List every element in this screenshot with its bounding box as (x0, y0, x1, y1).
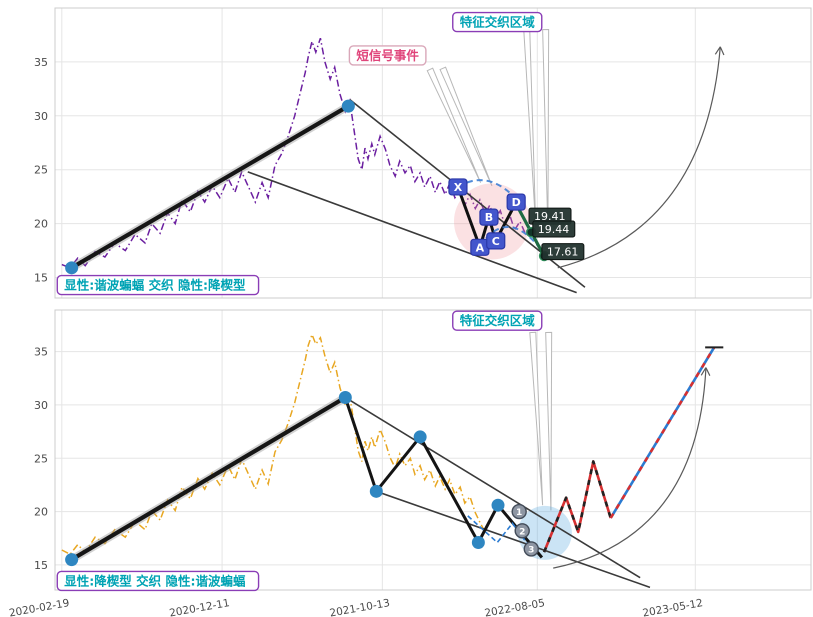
annotation-label-text: 显性:降楔型 交织 隐性:谐波蝙蝠 (64, 573, 246, 588)
annotation-label-box (56, 274, 260, 296)
annotation-label-box (452, 11, 543, 33)
annotation-label-text: 短信号事件 (356, 48, 419, 63)
anchor-dot[interactable] (413, 430, 427, 444)
annotation-needle (545, 331, 553, 511)
signal-path (514, 203, 546, 257)
anchor-dot[interactable] (369, 484, 383, 498)
y-tick-label: 30 (34, 399, 48, 412)
price-tag-label: 19.41 (534, 210, 566, 223)
pattern-letter-box[interactable] (448, 178, 468, 196)
annotation-needle (439, 66, 493, 187)
wedge-line (344, 396, 641, 579)
y-tick-label: 35 (34, 56, 48, 69)
anchor-dot[interactable] (341, 99, 355, 113)
wave-number-circle[interactable] (514, 523, 530, 539)
pattern-letter-label: C (492, 235, 500, 248)
wave-number-label: 1 (516, 508, 522, 518)
anchor-dot[interactable] (491, 498, 505, 512)
anchor-dot[interactable] (471, 536, 485, 550)
projection-arrowhead (705, 367, 711, 376)
trendline (69, 103, 351, 270)
wave-number-label: 3 (528, 545, 534, 555)
projection-arrowhead (700, 367, 707, 376)
annotation-label-text: 特征交织区域 (460, 313, 536, 328)
annotation-label-box (56, 570, 260, 592)
y-tick-label: 20 (34, 506, 48, 519)
wedge-line (247, 171, 577, 294)
wave-number-circle[interactable] (523, 541, 539, 557)
y-tick-label: 30 (34, 110, 48, 123)
event-label-box (348, 45, 427, 66)
x-tick-label: 2023-05-12 (642, 597, 704, 617)
pattern-letter-box[interactable] (479, 208, 499, 226)
projection-arrow (553, 367, 707, 569)
anchor-dot[interactable] (338, 390, 352, 404)
wedge-line (376, 490, 651, 589)
projection-zigzag (467, 515, 537, 556)
plot-border (54, 7, 812, 299)
top-chart-panel: 15 20 25 30 35 X A B C D 19.41 19.44 17.61 特征交织区域短信号事… (0, 0, 813, 305)
projection-arrowhead (719, 46, 725, 56)
pattern-letter-box[interactable] (506, 193, 526, 211)
pattern-letter-box[interactable] (486, 232, 506, 250)
annotation-label-text: 特征交织区域 (460, 15, 536, 30)
pattern-letter-label: X (454, 181, 463, 194)
projection-arrowhead (714, 46, 721, 55)
annotation-label-box (452, 310, 543, 331)
x-tick-label: 2021-10-13 (329, 597, 391, 617)
x-tick-label: 2020-12-11 (168, 597, 230, 617)
anchor-dot[interactable] (65, 553, 79, 567)
annotation-label-text: 显性:谐波蝙蝠 交织 隐性:降楔型 (64, 278, 246, 293)
y-tick-label: 15 (34, 559, 48, 572)
y-tick-label: 15 (34, 272, 48, 285)
impulse-path (542, 460, 612, 553)
annotation-needle (529, 331, 544, 506)
anchor-dot[interactable] (65, 261, 79, 275)
price-tag-box (532, 220, 576, 238)
zigzag-line (343, 397, 544, 559)
projection-arrow (557, 46, 721, 269)
pattern-letter-label: B (485, 211, 493, 224)
bottom-chart-panel: 15 20 25 30 35 1 2 3 特征交织区域显性:降楔型 交织 隐性:谐波蝙蝠 2020… (0, 305, 813, 617)
annotation-needle (426, 67, 482, 183)
price-line (61, 37, 531, 269)
y-tick-label: 25 (34, 452, 48, 465)
wave-number-label: 2 (519, 527, 525, 537)
price-tag-box (541, 243, 585, 261)
trendline (69, 395, 348, 562)
x-tick-label: 2020-02-19 (8, 597, 70, 617)
x-tick-label: 2022-08-05 (484, 597, 546, 617)
pattern-letter-label: D (512, 196, 521, 209)
price-tag-label: 19.44 (538, 223, 570, 236)
annotation-needle (542, 29, 550, 232)
y-tick-label: 20 (34, 218, 48, 231)
plot-border (54, 309, 812, 591)
y-tick-label: 35 (34, 346, 48, 359)
pattern-letter-label: A (476, 241, 485, 254)
target-path-dash (609, 346, 716, 519)
y-tick-label: 25 (34, 164, 48, 177)
wave-number-circle[interactable] (511, 503, 527, 520)
price-tag-label: 17.61 (547, 246, 579, 259)
